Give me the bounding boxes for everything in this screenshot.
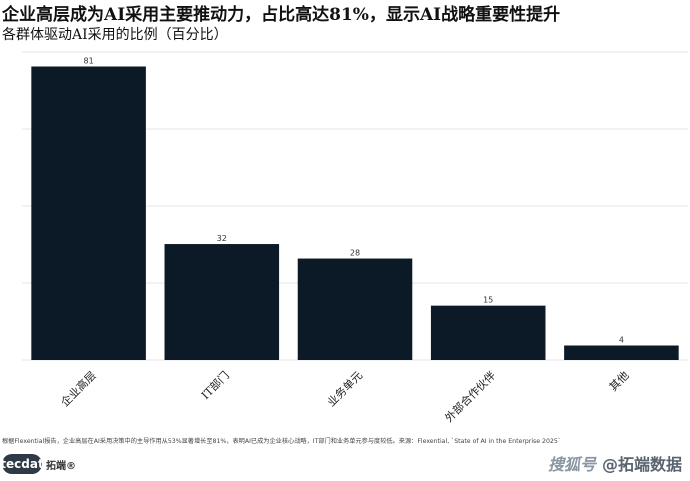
bar-3 — [430, 305, 546, 360]
data-label: 32 — [217, 234, 227, 243]
data-label: 15 — [483, 296, 493, 305]
data-label: 81 — [84, 56, 94, 65]
bar-1 — [164, 244, 280, 360]
watermark: 搜狐号 @拓端数据 — [548, 451, 682, 475]
watermark-brand: 搜狐号 — [547, 455, 596, 474]
watermark-text: @拓端数据 — [601, 455, 682, 474]
chart-subtitle: 各群体驱动AI采用的比例（百分比） — [2, 27, 228, 43]
bar-2 — [297, 258, 413, 360]
data-label: 4 — [619, 336, 624, 345]
logo-cn-text: 拓端® — [46, 460, 76, 472]
bar-0 — [31, 66, 146, 361]
bar-4 — [564, 345, 679, 360]
footnote: 根据Flexential报告，企业高层在AI采用决策中的主导作用从53%显著增长… — [2, 438, 561, 445]
tecdat-logo: tecdat 拓端® — [0, 453, 76, 475]
x-tick-label: 其他 — [607, 369, 632, 394]
x-tick-label: 外部合作伙伴 — [442, 368, 499, 425]
logo-badge: tecdat — [0, 454, 44, 474]
x-tick-label: IT部门 — [198, 368, 232, 402]
data-label: 28 — [350, 249, 360, 258]
chart-title: 企业高层成为AI采用主要推动力，占比高达81%，显示AI战略重要性提升 — [2, 5, 561, 25]
x-tick-label: 业务单元 — [325, 369, 365, 409]
x-tick-label: 企业高层 — [58, 368, 99, 409]
